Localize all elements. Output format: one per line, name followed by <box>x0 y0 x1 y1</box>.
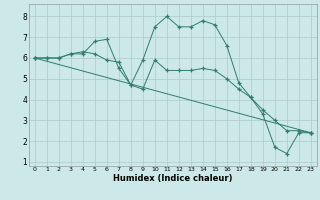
X-axis label: Humidex (Indice chaleur): Humidex (Indice chaleur) <box>113 174 233 183</box>
